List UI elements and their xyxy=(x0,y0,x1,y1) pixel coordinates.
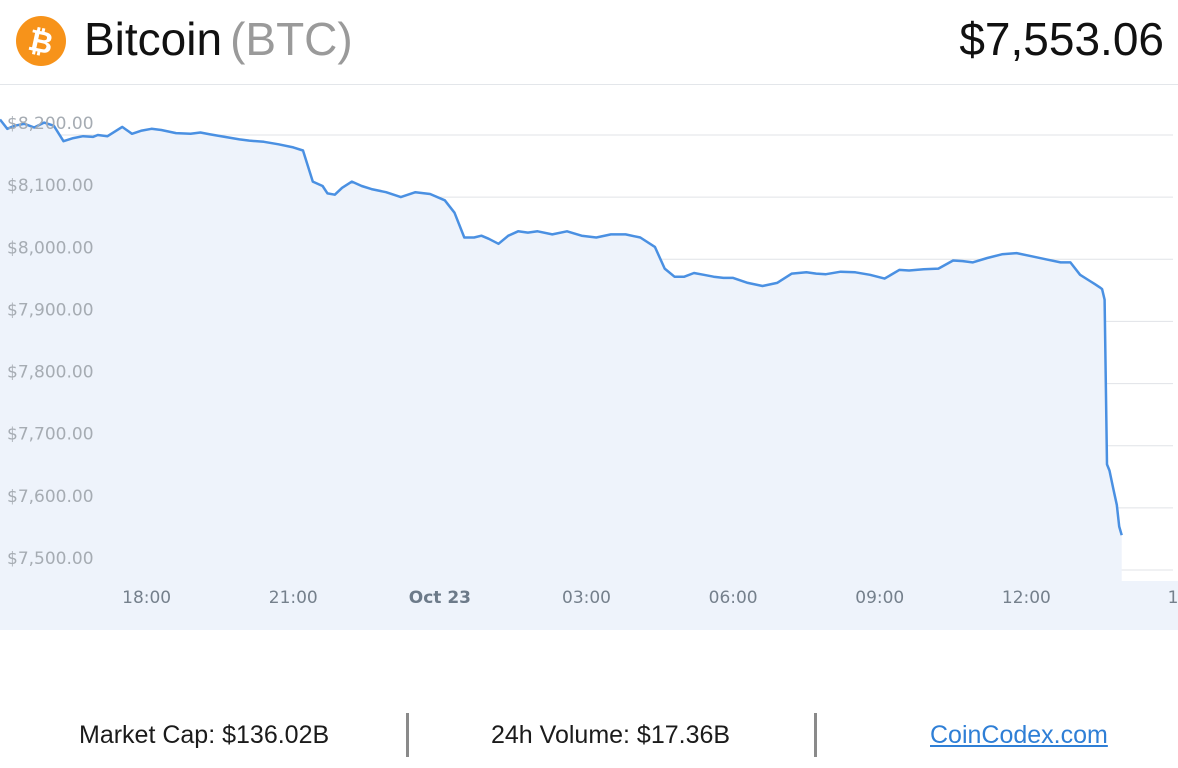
x-tick-label: 1 xyxy=(1168,588,1178,608)
price-line xyxy=(0,118,1123,536)
price-chart: $8,200.00 $8,100.00 $8,000.00 $7,900.00 $7,8… xyxy=(0,114,1178,630)
24h-volume: 24h Volume: $17.36B xyxy=(491,721,731,749)
coin-ticker: (BTC) xyxy=(230,13,353,65)
market-cap: Market Cap: $136.02B xyxy=(79,721,330,749)
divider xyxy=(406,713,409,757)
price-area-fill xyxy=(0,119,1122,581)
y-tick-label: $7,700.00 xyxy=(7,425,94,445)
x-tick-label: 21:00 xyxy=(269,588,318,608)
y-tick-label: $7,500.00 xyxy=(7,549,94,569)
y-tick-label: $7,600.00 xyxy=(7,487,94,507)
footer-stats: Market Cap: $136.02B 24h Volume: $17.36B… xyxy=(0,705,1178,765)
coincodex-link[interactable]: CoinCodex.com xyxy=(930,721,1108,749)
current-price: $7,553.06 xyxy=(959,13,1164,65)
coin-title: Bitcoin (BTC) xyxy=(84,12,353,66)
x-tick-label: 06:00 xyxy=(709,588,758,608)
y-tick-label: $8,000.00 xyxy=(7,238,94,258)
x-tick-label: 03:00 xyxy=(562,588,611,608)
coin-name: Bitcoin xyxy=(84,13,223,65)
x-tick-label: Oct 23 xyxy=(409,588,471,608)
y-tick-label: $7,800.00 xyxy=(7,363,94,383)
divider xyxy=(814,713,817,757)
y-tick-label: $8,100.00 xyxy=(7,176,94,196)
x-tick-label: 18:00 xyxy=(122,588,171,608)
x-tick-label: 12:00 xyxy=(1002,588,1051,608)
y-tick-label: $8,200.00 xyxy=(7,114,94,134)
y-tick-label: $7,900.00 xyxy=(7,300,94,320)
bitcoin-icon: ₿ xyxy=(16,16,66,66)
x-axis-band xyxy=(0,581,1178,630)
header: ₿ Bitcoin (BTC) $7,553.06 xyxy=(0,0,1178,85)
x-tick-label: 09:00 xyxy=(855,588,904,608)
